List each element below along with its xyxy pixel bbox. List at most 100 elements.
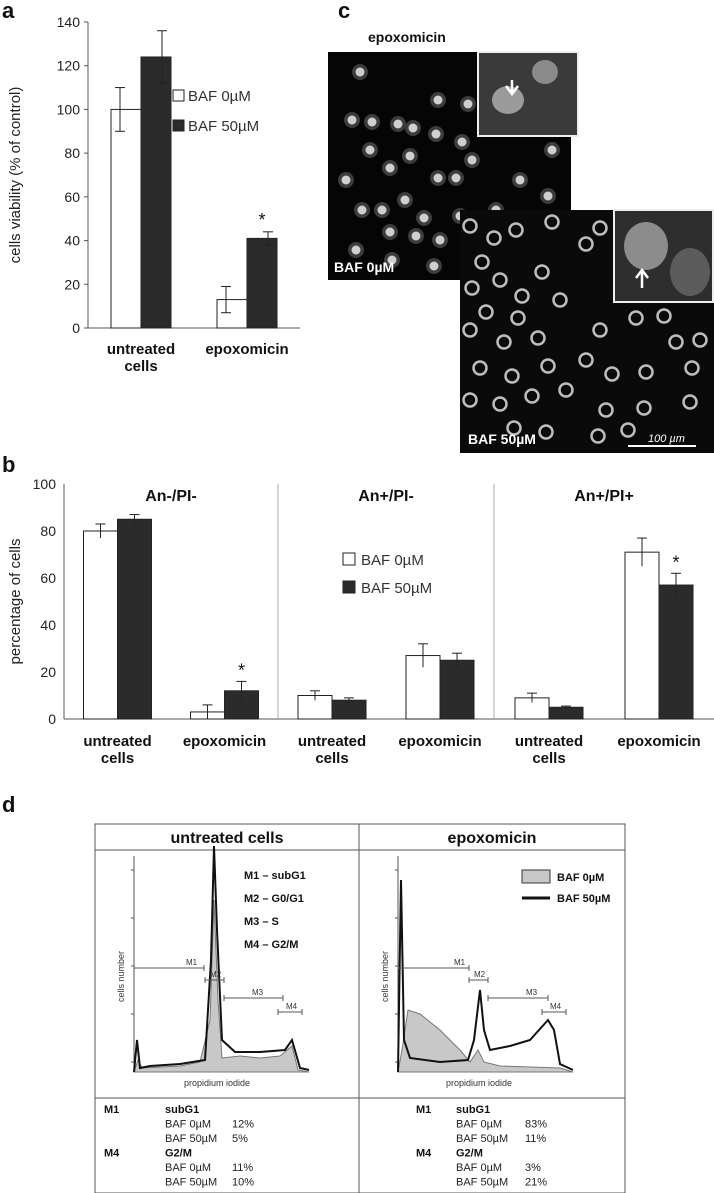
category-label: epoxomicin (617, 733, 700, 750)
cell (592, 322, 608, 338)
cell (462, 218, 478, 234)
cell-nucleus (355, 67, 365, 77)
y-tick-label: 40 (40, 617, 56, 633)
micrograph-title: epoxomicin (368, 29, 446, 45)
hist-grey (397, 1009, 574, 1073)
cell-nucleus (347, 115, 357, 125)
inset-cell (492, 86, 524, 114)
cell (506, 420, 522, 436)
cell-nucleus (405, 151, 415, 161)
category-label: cells (101, 750, 134, 767)
marker-label: M4 (550, 1002, 562, 1011)
hist-left-xlabel: propidium iodide (184, 1078, 250, 1088)
flow-header-untreated: untreated cells (171, 830, 284, 847)
table-label: BAF 50µM (456, 1177, 508, 1189)
cell-nucleus (393, 119, 403, 129)
cell (492, 272, 508, 288)
cell-nucleus (429, 261, 439, 271)
category-label: untreated (298, 733, 366, 750)
table-label: BAF 0µM (165, 1162, 211, 1174)
table-phase: G2/M (456, 1148, 483, 1160)
table-value: 21% (525, 1177, 547, 1189)
table-value: 11% (525, 1133, 546, 1145)
bar (331, 699, 367, 720)
cell (508, 222, 524, 238)
category-label: cells (532, 750, 565, 767)
y-tick-label: 0 (48, 711, 56, 727)
category-label: cells (124, 358, 157, 375)
table-value: 12% (232, 1119, 254, 1131)
legend-label-grey: BAF 0µM (557, 872, 604, 884)
cell (628, 310, 644, 326)
marker-label: M1 (186, 958, 198, 967)
cell (496, 334, 512, 350)
table-value: 83% (525, 1119, 547, 1131)
y-axis-label: cells viability (% of control) (7, 87, 24, 264)
cell (504, 368, 520, 384)
cell (544, 214, 560, 230)
table-value: 10% (232, 1177, 254, 1189)
panel-letter-d: d (2, 792, 15, 817)
cell (510, 310, 526, 326)
category-label: untreated (83, 733, 151, 750)
micrograph-panel: epoxomicin BAF 0µM BAF 50µM 100 µm (328, 29, 714, 453)
marker-label: M3 (252, 988, 264, 997)
micrograph-top-label: BAF 0µM (334, 259, 394, 275)
table-value: 11% (232, 1162, 253, 1174)
cell-nucleus (341, 175, 351, 185)
cell-nucleus (467, 155, 477, 165)
phase-legend-m4: M4 – G2/M (244, 939, 298, 951)
cell (552, 292, 568, 308)
inset-cell (532, 60, 558, 84)
table-label: BAF 0µM (456, 1119, 502, 1131)
marker-label: M4 (286, 1002, 298, 1011)
legend-swatch (342, 580, 356, 594)
bar (216, 299, 248, 329)
category-label: untreated (107, 341, 175, 358)
subplot-title: An+/PI+ (574, 488, 634, 505)
micrograph-bottom-label: BAF 50µM (468, 431, 536, 447)
cell (598, 402, 614, 418)
hist-left-ylabel: cells number (116, 951, 126, 1002)
cell (472, 360, 488, 376)
cell (474, 254, 490, 270)
cell-nucleus (431, 129, 441, 139)
bar (117, 518, 152, 720)
cell (590, 428, 606, 444)
cell (578, 236, 594, 252)
marker-label: M2 (210, 970, 222, 979)
cell (540, 358, 556, 374)
hist-black (133, 845, 310, 1073)
bar (624, 551, 660, 720)
table-code: M4 (416, 1148, 432, 1160)
cell (524, 388, 540, 404)
y-tick-label: 120 (57, 58, 81, 74)
cell (682, 394, 698, 410)
micrograph-bottom-cells (462, 214, 708, 444)
cell (530, 330, 546, 346)
phase-legend-m1: M1 – subG1 (244, 870, 306, 882)
table-phase: G2/M (165, 1148, 192, 1160)
phase-legend-m3: M3 – S (244, 916, 279, 928)
y-tick-label: 40 (64, 233, 80, 249)
cell-nucleus (515, 175, 525, 185)
cell-nucleus (377, 205, 387, 215)
table-code: M4 (104, 1148, 120, 1160)
table-label: BAF 50µM (165, 1177, 217, 1189)
cell-nucleus (357, 205, 367, 215)
legend-label: BAF 0µM (188, 88, 251, 105)
cell (684, 360, 700, 376)
y-tick-label: 60 (64, 189, 80, 205)
cell-nucleus (433, 95, 443, 105)
y-tick-label: 80 (40, 523, 56, 539)
cell (462, 392, 478, 408)
cell-nucleus (463, 99, 473, 109)
table-label: BAF 0µM (165, 1119, 211, 1131)
flow-tables: M1 subG1 BAF 0µM 12% BAF 50µM 5% M4 G2/M BAF 0µM… (104, 1104, 547, 1189)
bar (110, 108, 142, 329)
scale-bar-label: 100 µm (648, 433, 685, 445)
significance-mark: * (672, 552, 679, 572)
legend-swatch (172, 119, 185, 132)
cell-nucleus (419, 213, 429, 223)
